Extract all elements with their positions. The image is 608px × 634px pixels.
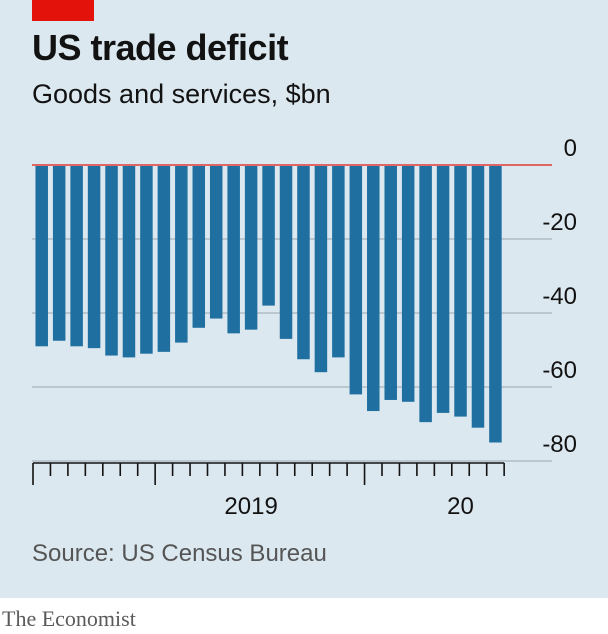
bar — [367, 165, 380, 412]
x-tick-label: 2019 — [224, 493, 277, 520]
y-axis-labels: 0 -20 -40 -60 -80 — [542, 135, 577, 458]
bar — [175, 165, 188, 343]
bar — [52, 165, 66, 341]
bar — [436, 165, 450, 413]
publisher-name: The Economist — [2, 606, 136, 631]
bar — [454, 165, 467, 417]
bar — [87, 165, 101, 349]
y-tick-label: 0 — [564, 135, 577, 162]
chart-title: US trade deficit — [32, 27, 289, 68]
bar — [419, 165, 432, 423]
x-tick-label: 20 — [447, 493, 474, 520]
bar — [122, 165, 136, 358]
bar — [279, 165, 293, 339]
source-note: Source: US Census Bureau — [32, 540, 327, 567]
bar — [209, 165, 223, 319]
bar — [244, 165, 258, 330]
bar — [297, 165, 310, 360]
bar — [349, 165, 363, 395]
bar — [332, 165, 345, 358]
bar — [262, 165, 275, 306]
bar — [35, 165, 48, 347]
bar — [105, 165, 118, 356]
bar — [70, 165, 83, 347]
bar — [192, 165, 206, 328]
bar — [227, 165, 240, 334]
bar-chart: 0-20-40-60-80 20192021 — [32, 135, 577, 520]
bar — [157, 165, 171, 352]
bar — [471, 165, 485, 428]
bars — [35, 165, 502, 443]
bar — [384, 165, 397, 400]
y-tick-label: -20 — [542, 209, 577, 236]
chart-subtitle: Goods and services, $bn — [32, 79, 331, 109]
y-tick-label: -80 — [542, 431, 577, 458]
bar — [489, 165, 502, 443]
bar — [140, 165, 153, 354]
bar — [314, 165, 328, 373]
y-tick-label: -60 — [542, 357, 577, 384]
y-tick-label: -40 — [542, 283, 577, 310]
brand-red-tag — [32, 0, 94, 21]
bar — [401, 165, 415, 402]
x-axis: 20192021 — [32, 462, 505, 520]
